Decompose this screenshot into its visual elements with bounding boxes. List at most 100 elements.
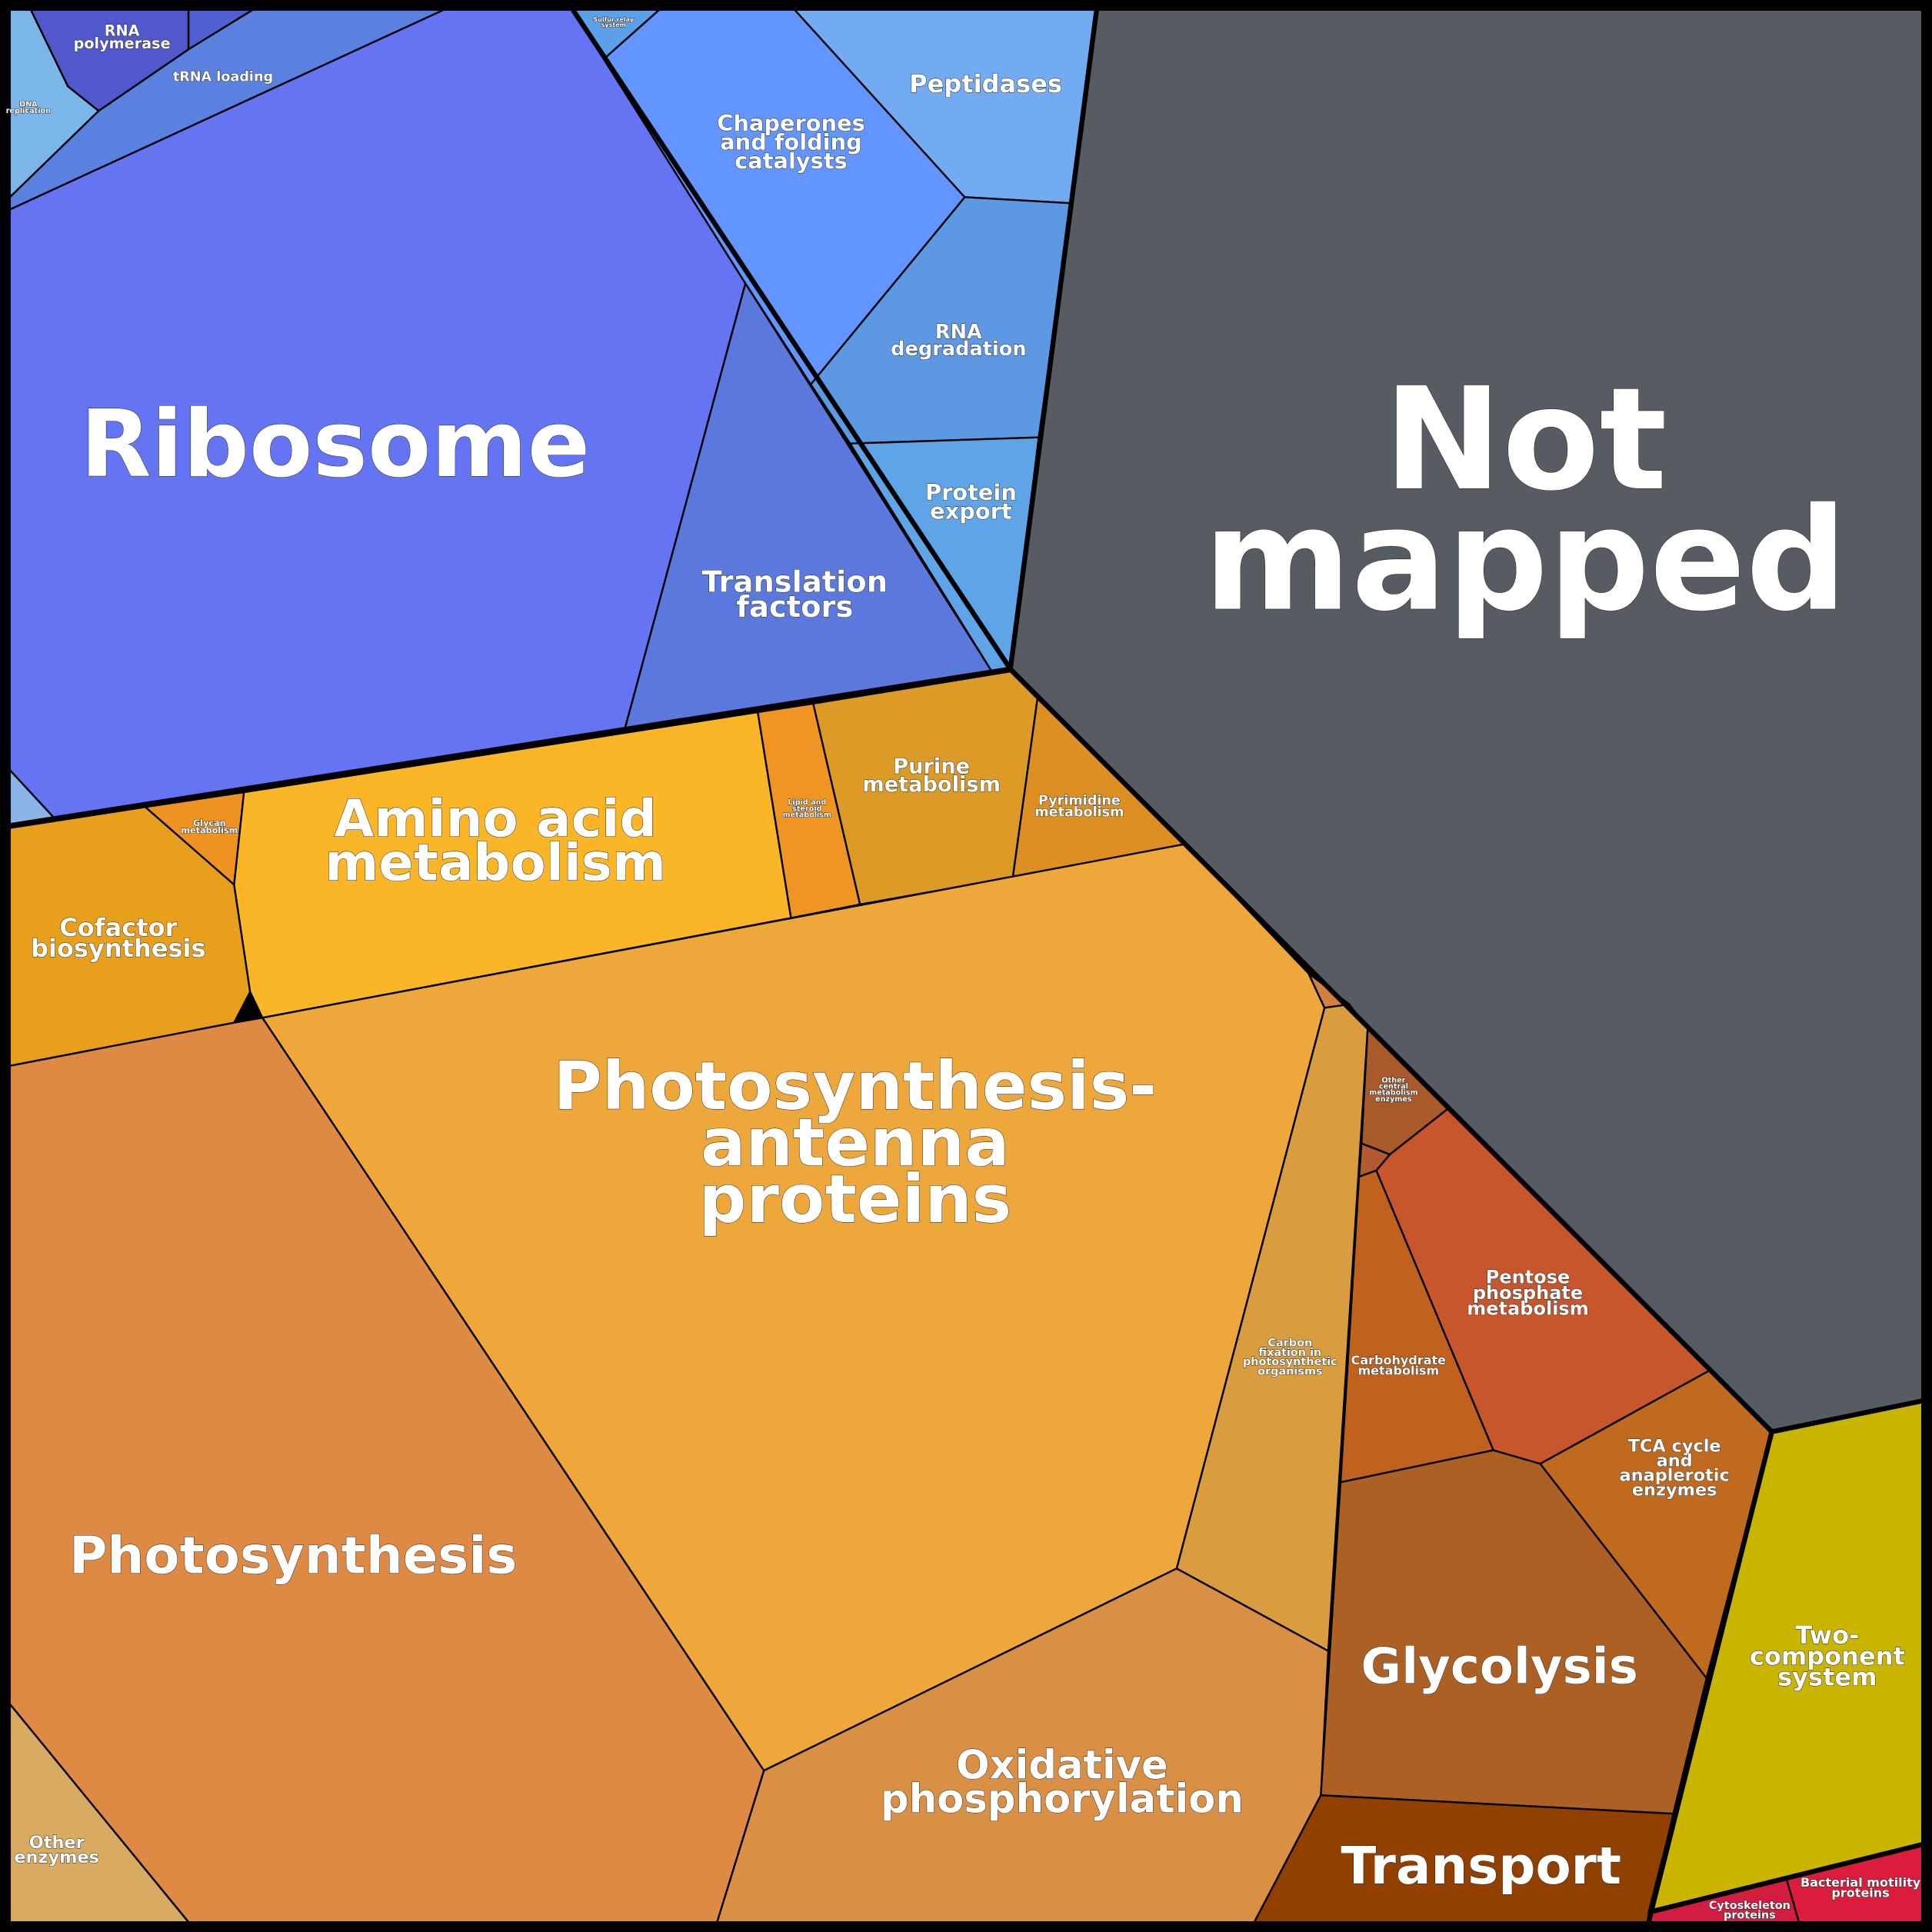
border	[9, 8, 1013, 828]
region-label: Not mapped	[1204, 358, 1847, 643]
label-line: system	[1777, 1663, 1877, 1692]
label-line: metabolism	[1369, 1089, 1417, 1098]
label-line: Glycolysis	[1361, 1638, 1638, 1695]
region-label: Oxidative phosphorylation	[881, 1743, 1244, 1823]
label-line: TCA cycle	[1628, 1436, 1721, 1456]
label-line: Cytoskeleton	[1709, 1900, 1790, 1912]
label-line: Carbohydrate	[1351, 1353, 1447, 1367]
label-line: Pyrimidine	[1038, 793, 1121, 808]
border	[1646, 1431, 1774, 1923]
border	[1647, 1842, 1923, 1915]
label-line: proteins	[698, 1161, 1011, 1238]
label-line: Sulfur relay	[594, 16, 635, 23]
label-line: mapped	[1204, 478, 1847, 643]
label-line: polymerase	[74, 35, 171, 52]
label-line: RNA	[105, 22, 140, 40]
cells	[8, 8, 1924, 1924]
label-line: catalysts	[734, 148, 848, 174]
label-line: tRNA loading	[173, 69, 273, 85]
label-line: component	[1750, 1641, 1905, 1671]
label-line: proteins	[1831, 1886, 1889, 1900]
label-line: Translation	[702, 565, 888, 599]
label-line: organisms	[1257, 1365, 1322, 1377]
region-label: Protein export	[925, 479, 1017, 525]
label-line: Cofactor	[59, 913, 177, 942]
label-line: photosynthetic	[1243, 1356, 1337, 1368]
label-line: Ribosome	[80, 391, 590, 498]
label-line: antenna	[701, 1104, 1010, 1181]
region-label: Glycan metabolism	[181, 818, 238, 836]
label-line: metabolism	[862, 773, 1001, 797]
label-line: system	[601, 22, 626, 28]
border	[1008, 9, 1923, 1434]
label-line: fixation in	[1258, 1347, 1321, 1359]
label-line: enzymes	[14, 1847, 99, 1867]
region-label: Translation factors	[702, 565, 888, 625]
label-line: Bacterial motility	[1800, 1875, 1921, 1890]
label-line: biosynthesis	[31, 934, 206, 963]
region-label: Other enzymes	[14, 1833, 99, 1867]
region-label: Photosynthesis-antenna proteins	[553, 1048, 1157, 1238]
region-label: Cytoskeleton proteins	[1709, 1900, 1790, 1921]
label-line: phosphorylation	[881, 1776, 1244, 1822]
label-line: factors	[736, 590, 853, 625]
label-line: Other	[1381, 1076, 1405, 1084]
label-line: Photosynthesis	[69, 1525, 517, 1585]
label-line: replication	[6, 107, 51, 115]
cell	[8, 8, 100, 198]
border	[3, 3, 1929, 1929]
region-label: DNA replication	[6, 101, 51, 115]
region-label: Chaperones and folding catalysts	[717, 110, 865, 174]
label-line: Chaperones	[717, 110, 865, 136]
label-line: metabolism	[181, 826, 238, 836]
region-label: Photosynthesis	[69, 1525, 517, 1585]
region-label: Purine metabolism	[862, 755, 1001, 797]
label-line: and	[1657, 1451, 1693, 1471]
label-line: DNA	[19, 101, 38, 109]
region-label: Cofactor biosynthesis	[31, 913, 206, 963]
label-line: Transport	[1341, 1836, 1621, 1896]
label-line: RNA	[935, 321, 982, 344]
label-line: Purine	[893, 755, 970, 779]
region-label: RNA polymerase	[74, 22, 171, 52]
region-label: Carbon fixation in photosynthetic organisms	[1243, 1337, 1337, 1378]
label-line: Peptidases	[909, 69, 1062, 98]
label-line: metabolism	[325, 833, 666, 893]
label-line: Other	[29, 1833, 85, 1853]
label-line: degradation	[891, 338, 1027, 361]
region-label: Pyrimidine metabolism	[1034, 793, 1124, 820]
region-label: Other central metabolism enzymes	[1369, 1076, 1417, 1104]
label-line: enzymes	[1375, 1095, 1412, 1104]
label-line: enzymes	[1632, 1480, 1717, 1500]
region-label: TCA cycle and anaplerotic enzymes	[1620, 1436, 1730, 1500]
label-line: Photosynthesis-	[553, 1048, 1157, 1125]
label-line: Glycan	[193, 818, 226, 828]
label-line: metabolism	[783, 811, 831, 819]
region-label: Sulfur relay system	[594, 16, 635, 28]
label-line: metabolism	[1034, 804, 1124, 820]
label-line: metabolism	[1357, 1363, 1439, 1377]
region-label: Transport	[1341, 1836, 1621, 1896]
region-label: Glycolysis	[1361, 1638, 1638, 1695]
label-line: Pentose	[1486, 1267, 1571, 1288]
label-line: Protein	[925, 479, 1017, 505]
cell	[187, 8, 254, 51]
region-label: tRNA loading	[173, 69, 273, 85]
label-line: proteins	[1724, 1909, 1776, 1921]
label-line: export	[930, 498, 1012, 524]
region-label: Ribosome	[80, 391, 590, 498]
region-label: Two-component system	[1750, 1621, 1905, 1691]
cell	[8, 1703, 190, 1924]
label-line: Amino acid	[334, 789, 656, 849]
label-line: Not	[1384, 358, 1667, 522]
label-line: steroid	[792, 804, 821, 813]
label-line: metabolism	[1467, 1297, 1588, 1319]
group-borders	[3, 3, 1929, 1929]
region-label: Lipid and steroid metabolism	[783, 798, 831, 819]
label-line: and folding	[720, 128, 862, 155]
label-line: Carbon	[1267, 1337, 1312, 1350]
region-label: Pentose phosphate metabolism	[1467, 1267, 1588, 1320]
region-label: Carbohydrate metabolism	[1351, 1353, 1447, 1378]
label-line: Oxidative	[956, 1743, 1168, 1789]
